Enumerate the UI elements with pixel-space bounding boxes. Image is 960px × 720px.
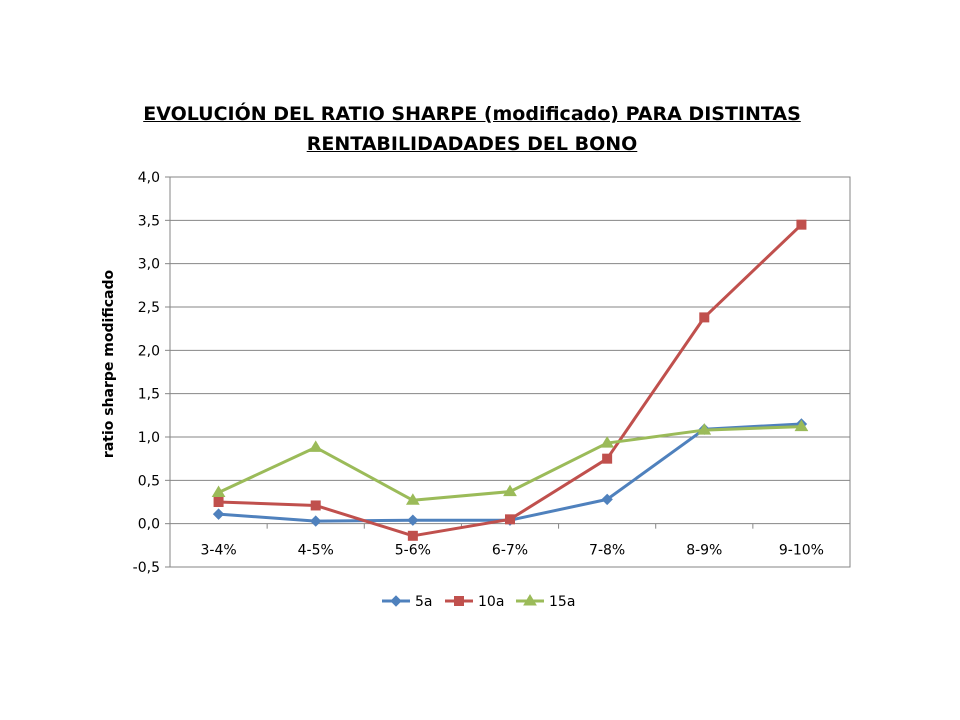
data-point-10a — [602, 453, 613, 464]
x-tick-label: 7-8% — [589, 543, 625, 559]
chart-title-line-2: RENTABILIDADADES DEL BONO — [306, 133, 638, 155]
legend-marker-5a — [390, 595, 402, 607]
data-point-5a — [212, 508, 225, 520]
plot-area — [169, 176, 851, 568]
x-tick-label: 5-6% — [395, 543, 431, 559]
legend-marker-15a — [523, 594, 537, 606]
y-tick-label: 1,0 — [138, 430, 160, 446]
y-axis-label: ratio sharpe modificado — [101, 270, 117, 459]
data-point-5a — [601, 493, 613, 506]
y-tick-label: 3,5 — [138, 213, 160, 229]
chart-title-line-1: EVOLUCIÓN DEL RATIO SHARPE (modificado) … — [143, 103, 801, 125]
legend-label-10a: 10a — [478, 594, 504, 610]
data-point-15a — [503, 484, 517, 497]
y-tick-label: 2,5 — [138, 300, 160, 316]
data-point-10a — [505, 514, 515, 525]
legend-label-15a: 15a — [549, 594, 575, 610]
x-tick-label: 6-7% — [492, 543, 528, 559]
y-tick-label: 4,0 — [138, 170, 160, 186]
data-point-15a — [697, 423, 712, 435]
y-tick-label: -0,5 — [133, 560, 160, 576]
y-tick-label: 2,0 — [138, 343, 160, 359]
legend-marker-10a — [454, 596, 464, 606]
y-tick-label: 0,5 — [138, 473, 160, 489]
data-point-15a — [308, 440, 323, 452]
data-point-15a — [211, 485, 226, 497]
legend-label-5a: 5a — [415, 594, 433, 610]
data-point-10a — [796, 219, 807, 230]
data-point-15a — [794, 419, 809, 432]
data-point-10a — [407, 530, 418, 541]
x-tick-label: 4-5% — [298, 543, 334, 559]
data-point-15a — [600, 436, 615, 448]
x-tick-label: 8-9% — [686, 543, 722, 559]
data-point-10a — [699, 312, 710, 323]
x-tick-label: 9-10% — [779, 543, 824, 559]
data-point-10a — [310, 500, 321, 511]
y-tick-label: 3,0 — [138, 257, 160, 273]
data-point-5a — [310, 515, 322, 527]
data-point-10a — [213, 497, 224, 507]
y-tick-label: 1,5 — [138, 387, 160, 403]
x-tick-label: 3-4% — [200, 543, 236, 559]
y-tick-label: 0,0 — [138, 517, 160, 533]
data-point-5a — [407, 514, 419, 526]
data-point-15a — [405, 493, 420, 505]
